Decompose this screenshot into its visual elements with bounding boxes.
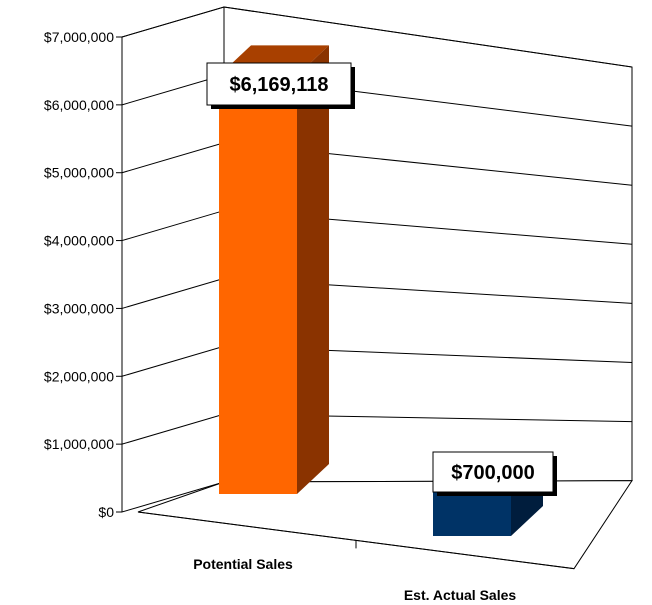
category-label: Potential Sales [193, 556, 293, 572]
bar-front-face [433, 488, 511, 536]
category-labels: Potential Sales Est. Actual Sales [193, 556, 516, 603]
y-tick-label: $4,000,000 [44, 233, 114, 249]
category-label: Est. Actual Sales [404, 587, 517, 603]
y-tick-label: $7,000,000 [44, 29, 114, 45]
y-axis-ticks: $0 $1,000,000 $2,000,000 $3,000,000 $4,000,0… [44, 29, 122, 520]
y-tick-label: $0 [98, 504, 114, 520]
axes [121, 37, 575, 570]
y-tick-label: $2,000,000 [44, 368, 114, 384]
y-tick-label: $5,000,000 [44, 165, 114, 181]
y-tick-label: $1,000,000 [44, 436, 114, 452]
data-label-text: $700,000 [451, 462, 534, 484]
data-label-box [432, 451, 554, 493]
data-labels: $6,169,118 $700,000 [206, 62, 557, 496]
data-label: $700,000 [432, 451, 557, 496]
data-label-text: $6,169,118 [230, 74, 329, 96]
x-axis-line [137, 511, 575, 570]
bar [219, 45, 329, 494]
y-tick-label: $3,000,000 [44, 300, 114, 316]
bar-side-face [297, 45, 329, 494]
bar-front-face [219, 75, 297, 494]
data-label-box [206, 62, 352, 106]
gridline [121, 6, 633, 68]
data-label: $6,169,118 [206, 62, 355, 109]
bars [219, 45, 543, 536]
y-tick-label: $6,000,000 [44, 97, 114, 113]
